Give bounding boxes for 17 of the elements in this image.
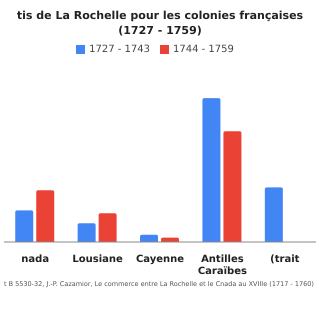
bar: [140, 234, 158, 242]
bar: [36, 190, 54, 242]
x-tick-label: Antilles Caraïbes: [198, 254, 247, 277]
x-tick-label: Cayenne: [136, 254, 184, 265]
bar: [202, 98, 220, 242]
bar: [161, 238, 180, 242]
legend-label: 1744 - 1759: [173, 44, 234, 55]
legend-label: 1727 - 1743: [89, 44, 150, 55]
x-tick-label: nada: [21, 254, 50, 265]
bar: [223, 131, 242, 242]
chart-title: tis de La Rochelle pour les colonies françaises (1727 - 1759): [16, 8, 304, 38]
bar: [264, 187, 283, 242]
bar: [15, 210, 34, 242]
bar: [78, 223, 96, 242]
x-tick-label: Lousiane: [72, 254, 124, 265]
bar: [98, 213, 117, 242]
x-tick-label: (trait: [270, 254, 300, 265]
